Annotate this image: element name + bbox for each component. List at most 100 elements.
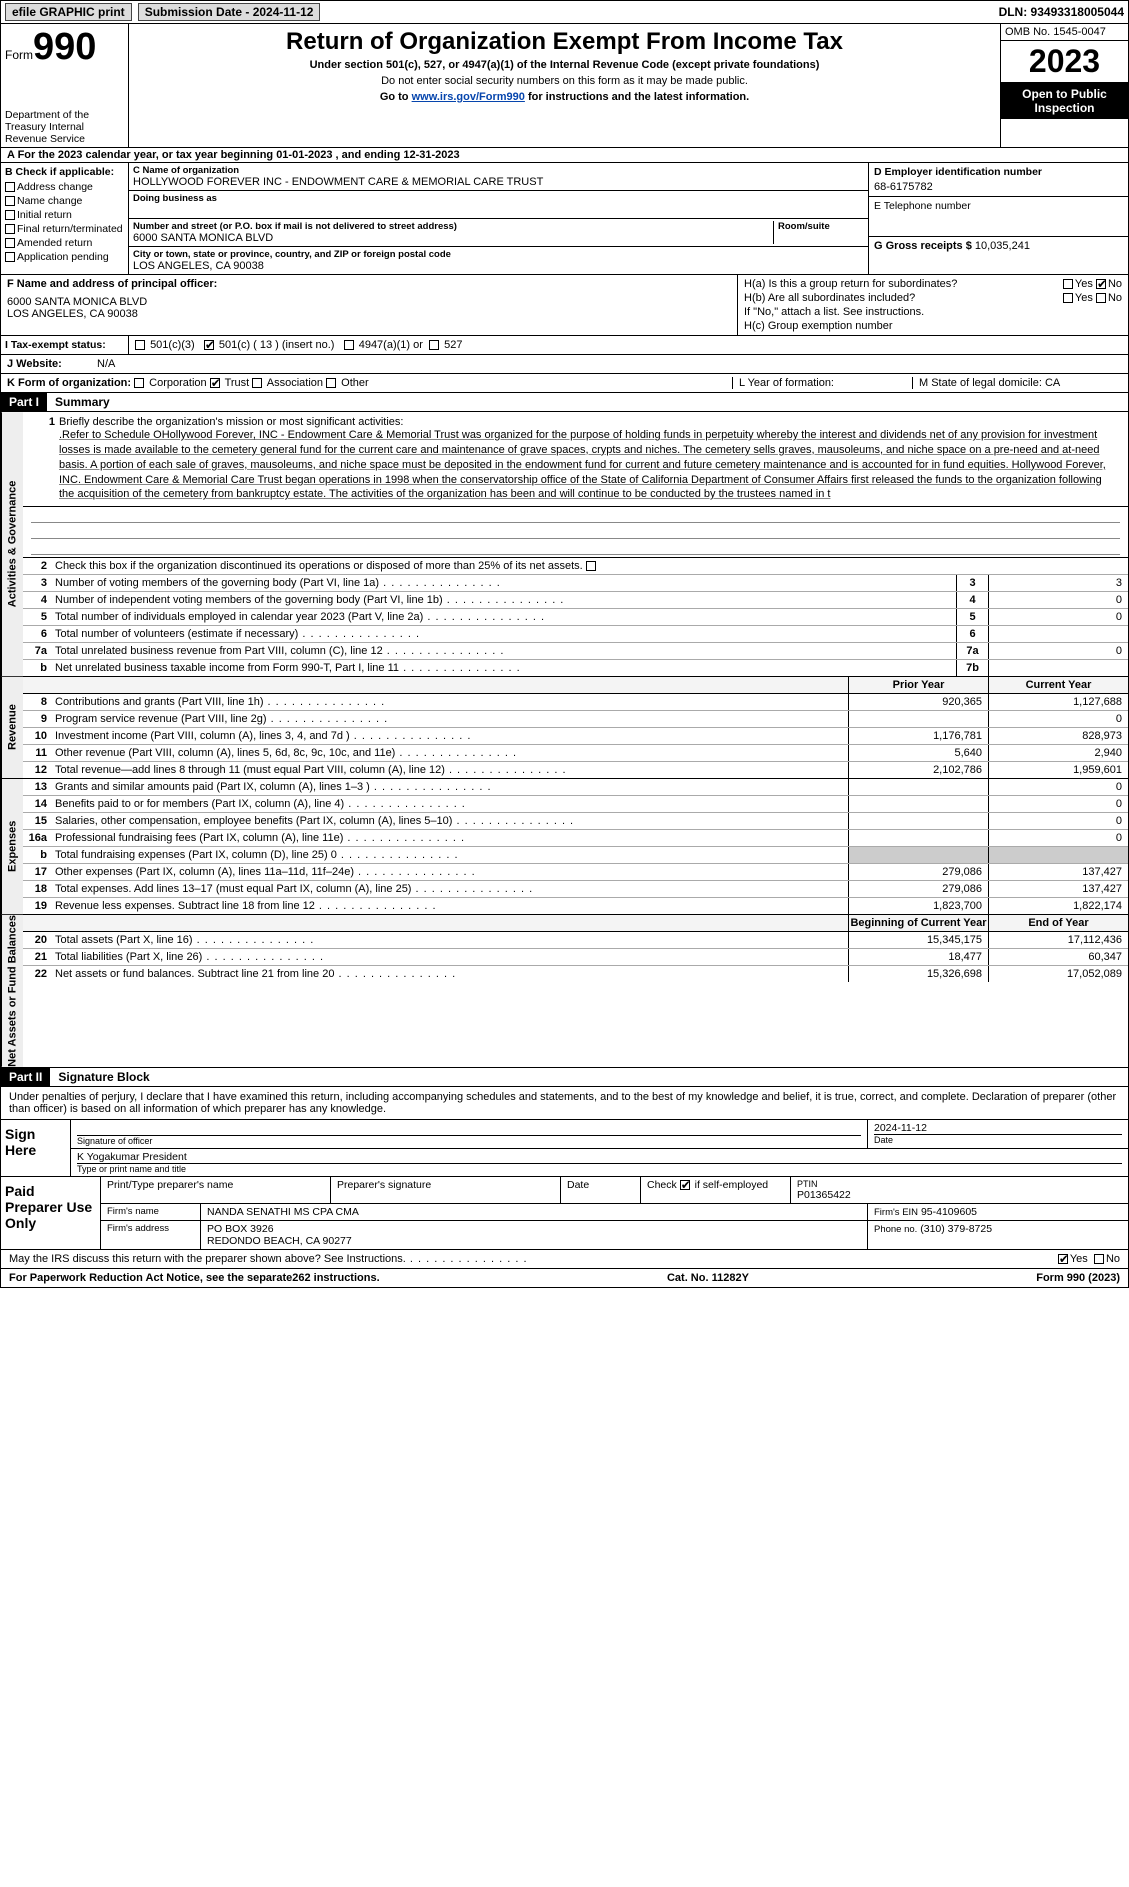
checkbox-address-change[interactable] <box>5 182 15 192</box>
line-12: 12Total revenue—add lines 8 through 11 (… <box>23 762 1128 778</box>
website-value: N/A <box>97 358 115 370</box>
firm-address-label: Firm's address <box>101 1221 201 1249</box>
ha-yes-checkbox[interactable] <box>1063 279 1073 289</box>
row-a-tax-year: A For the 2023 calendar year, or tax yea… <box>0 148 1129 163</box>
f-line2: LOS ANGELES, CA 90038 <box>7 308 731 320</box>
line-10: 10Investment income (Part VIII, column (… <box>23 728 1128 745</box>
checkbox-assoc[interactable] <box>252 378 262 388</box>
blank-line-3 <box>31 541 1120 555</box>
header-center: Return of Organization Exempt From Incom… <box>129 24 1000 147</box>
irs-link[interactable]: www.irs.gov/Form990 <box>412 91 525 103</box>
checkbox-initial-return[interactable] <box>5 210 15 220</box>
col-d: D Employer identification number 68-6175… <box>868 163 1128 274</box>
checkbox-self-employed[interactable] <box>680 1180 690 1190</box>
hb-no-checkbox[interactable] <box>1096 293 1106 303</box>
org-name: HOLLYWOOD FOREVER INC - ENDOWMENT CARE &… <box>133 176 864 188</box>
line-11: 11Other revenue (Part VIII, column (A), … <box>23 745 1128 762</box>
line-20: 20Total assets (Part X, line 16)15,345,1… <box>23 932 1128 949</box>
form-label: Form <box>5 48 33 62</box>
city-label: City or town, state or province, country… <box>133 249 864 260</box>
checkbox-final-return[interactable] <box>5 224 15 234</box>
gross-receipts-value: 10,035,241 <box>975 240 1030 252</box>
netassets-tab: Net Assets or Fund Balances <box>1 915 23 1067</box>
line-13: 13Grants and similar amounts paid (Part … <box>23 779 1128 796</box>
part1-header-row: Part I Summary <box>0 393 1129 412</box>
discuss-no-checkbox[interactable] <box>1094 1254 1104 1264</box>
tax-status-label: I Tax-exempt status: <box>1 336 129 354</box>
hb-label: H(b) Are all subordinates included? <box>744 292 915 304</box>
tax-year: 2023 <box>1001 41 1128 83</box>
room-label: Room/suite <box>778 221 864 232</box>
part2-title: Signature Block <box>50 1068 157 1086</box>
header-left: Form990 Department of the Treasury Inter… <box>1 24 129 147</box>
header-sub3: Go to www.irs.gov/Form990 for instructio… <box>135 91 994 103</box>
activities-tab: Activities & Governance <box>1 412 23 676</box>
ha-no-checkbox[interactable] <box>1096 279 1106 289</box>
website-label: J Website: <box>7 358 97 370</box>
col-b: B Check if applicable: Address change Na… <box>1 163 129 274</box>
k-label: K Form of organization: <box>7 377 131 389</box>
checkbox-amended-return[interactable] <box>5 238 15 248</box>
mission-text: .Refer to Schedule OHollywood Forever, I… <box>59 428 1120 502</box>
line2-desc: Check this box if the organization disco… <box>55 560 583 572</box>
checkbox-trust[interactable] <box>210 378 220 388</box>
ptin-value: P01365422 <box>797 1189 1122 1201</box>
firm-phone: (310) 379-8725 <box>920 1223 992 1235</box>
discuss-question: May the IRS discuss this return with the… <box>9 1253 528 1265</box>
line-19: 19Revenue less expenses. Subtract line 1… <box>23 898 1128 914</box>
paid-preparer-block: Paid Preparer Use Only Print/Type prepar… <box>0 1177 1129 1250</box>
ha-label: H(a) Is this a group return for subordin… <box>744 278 957 290</box>
omb-label: OMB No. 1545-0047 <box>1001 24 1128 41</box>
checkbox-501c3[interactable] <box>135 340 145 350</box>
checkbox-corp[interactable] <box>134 378 144 388</box>
ein-value: 68-6175782 <box>874 181 1123 193</box>
inspection-label: Open to Public Inspection <box>1001 83 1128 119</box>
expenses-tab: Expenses <box>1 779 23 914</box>
footer-row: For Paperwork Reduction Act Notice, see … <box>0 1269 1129 1288</box>
checkbox-4947[interactable] <box>344 340 354 350</box>
ptin-label: PTIN <box>797 1179 1122 1189</box>
line-8: 8Contributions and grants (Part VIII, li… <box>23 694 1128 711</box>
firm-ein-label: Firm's EIN <box>874 1207 918 1218</box>
footer-left: For Paperwork Reduction Act Notice, see … <box>9 1272 380 1284</box>
checkbox-527[interactable] <box>429 340 439 350</box>
current-year-header: Current Year <box>988 677 1128 693</box>
efile-print-button[interactable]: efile GRAPHIC print <box>5 3 132 21</box>
org-name-label: C Name of organization <box>133 165 864 176</box>
header-right: OMB No. 1545-0047 2023 Open to Public In… <box>1000 24 1128 147</box>
line-9: 9Program service revenue (Part VIII, lin… <box>23 711 1128 728</box>
firm-address-1: PO BOX 3926 <box>207 1223 861 1235</box>
part1-title: Summary <box>47 393 118 411</box>
street-value: 6000 SANTA MONICA BLVD <box>133 232 769 244</box>
firm-name-label: Firm's name <box>101 1204 201 1220</box>
header-sub2: Do not enter social security numbers on … <box>135 75 994 87</box>
part2-header-row: Part II Signature Block <box>0 1068 1129 1087</box>
street-label: Number and street (or P.O. box if mail i… <box>133 221 769 232</box>
discuss-yes-checkbox[interactable] <box>1058 1254 1068 1264</box>
summary-line-6: 6Total number of volunteers (estimate if… <box>23 626 1128 643</box>
city-value: LOS ANGELES, CA 90038 <box>133 260 864 272</box>
j-row: J Website: N/A <box>0 355 1129 374</box>
checkbox-name-change[interactable] <box>5 196 15 206</box>
checkbox-other[interactable] <box>326 378 336 388</box>
expenses-section: Expenses 13Grants and similar amounts pa… <box>0 779 1129 915</box>
signature-label: Signature of officer <box>77 1136 861 1146</box>
preparer-name-label: Print/Type preparer's name <box>101 1177 331 1203</box>
k-row: K Form of organization: Corporation Trus… <box>0 374 1129 393</box>
header-sub1: Under section 501(c), 527, or 4947(a)(1)… <box>135 59 994 71</box>
footer-right: Form 990 (2023) <box>1036 1272 1120 1284</box>
f-label: F Name and address of principal officer: <box>7 278 731 290</box>
firm-ein: 95-4109605 <box>921 1206 977 1218</box>
line-22: 22Net assets or fund balances. Subtract … <box>23 966 1128 982</box>
part2-badge: Part II <box>1 1068 50 1086</box>
main-grid: B Check if applicable: Address change Na… <box>0 163 1129 274</box>
checkbox-application-pending[interactable] <box>5 252 15 262</box>
col-b-title: B Check if applicable: <box>5 166 124 178</box>
hb-yes-checkbox[interactable] <box>1063 293 1073 303</box>
sign-here-block: Sign Here Signature of officer 2024-11-1… <box>0 1120 1129 1177</box>
firm-phone-label: Phone no. <box>874 1224 917 1235</box>
checkbox-discontinued[interactable] <box>586 561 596 571</box>
checkbox-501c[interactable] <box>204 340 214 350</box>
form-number: 990 <box>33 26 96 68</box>
h-block: H(a) Is this a group return for subordin… <box>738 275 1128 335</box>
